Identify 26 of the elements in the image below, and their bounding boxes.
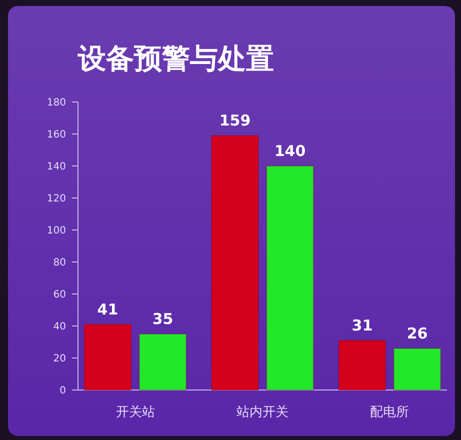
data-label: 26: [406, 324, 428, 342]
x-tick-label: 开关站: [116, 405, 155, 420]
bar: [266, 166, 314, 390]
data-label: 35: [152, 310, 174, 328]
bar: [84, 324, 132, 390]
x-tick-label: 站内开关: [236, 405, 288, 420]
y-tick-label: 40: [53, 322, 66, 332]
bar: [393, 348, 442, 390]
bar: [138, 334, 187, 390]
data-label: 31: [352, 316, 373, 334]
data-label: 159: [219, 112, 251, 130]
data-label: 41: [97, 300, 118, 318]
y-tick-label: 100: [46, 226, 66, 236]
y-tick-label: 140: [46, 162, 66, 172]
y-tick-label: 80: [53, 258, 66, 268]
y-tick-label: 180: [46, 98, 66, 108]
chart-title: 设备预警与处置: [77, 42, 274, 75]
y-tick-label: 120: [46, 194, 66, 204]
bar: [211, 135, 259, 390]
y-tick-label: 60: [53, 290, 66, 300]
y-tick-label: 0: [60, 386, 66, 396]
y-tick-label: 160: [46, 130, 66, 140]
y-tick-label: 20: [53, 354, 66, 364]
data-label: 140: [274, 142, 306, 160]
x-tick-label: 配电所: [370, 405, 410, 420]
bar: [338, 340, 386, 390]
